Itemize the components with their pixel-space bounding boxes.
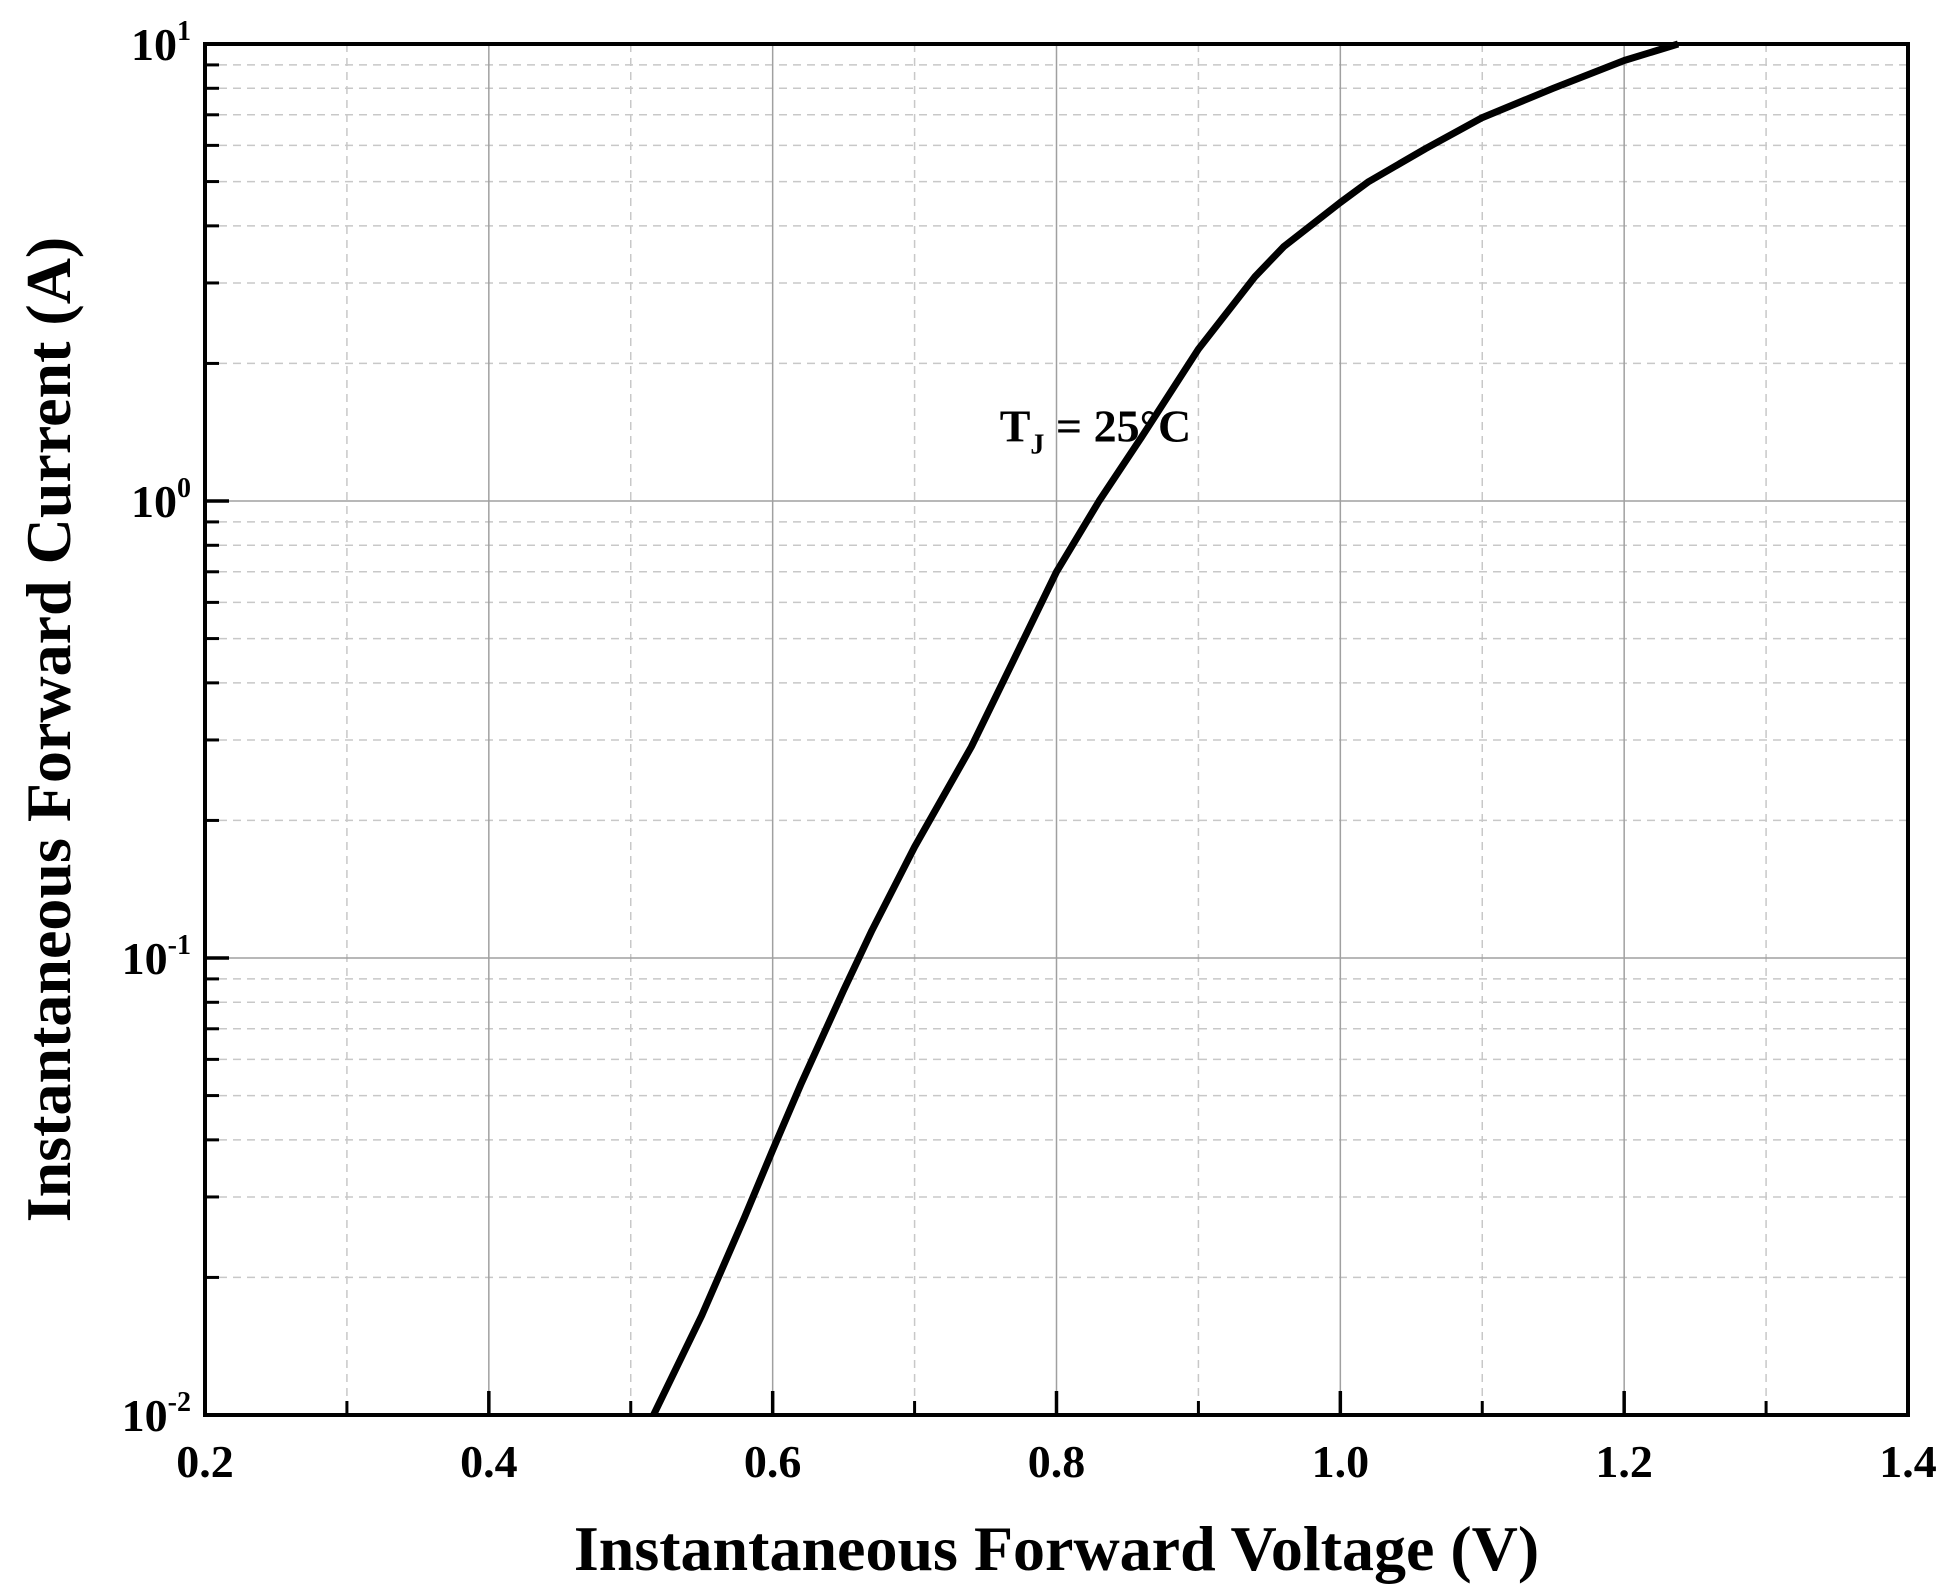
x-tick-label: 0.4 <box>460 1436 518 1487</box>
major-grid <box>205 44 1908 1415</box>
y-tick-exponent: -1 <box>168 930 191 961</box>
x-tick-label: 1.2 <box>1595 1436 1653 1487</box>
y-tick-base: 10 <box>131 476 177 527</box>
x-tick-label: 0.6 <box>744 1436 802 1487</box>
axis-ticks <box>203 42 1910 1417</box>
y-tick-label: 10-2 <box>122 1387 191 1441</box>
y-tick-label: 101 <box>131 16 191 70</box>
x-tick-label: 0.8 <box>1028 1436 1086 1487</box>
x-tick-label: 1.0 <box>1312 1436 1370 1487</box>
x-axis-title: Instantaneous Forward Voltage (V) <box>574 1513 1539 1584</box>
annotation-subscript: J <box>1030 429 1044 460</box>
x-tick-labels: 0.2 0.4 0.6 0.8 1.0 1.2 1.4 <box>176 1436 1937 1487</box>
minor-x-grid <box>346 44 1767 1415</box>
y-axis-title: Instantaneous Forward Current (A) <box>13 237 84 1222</box>
y-tick-exponent: -2 <box>168 1387 191 1418</box>
x-tick-label: 1.4 <box>1879 1436 1937 1487</box>
y-tick-label: 10-1 <box>122 930 191 984</box>
forward-current-curve <box>650 40 1680 1417</box>
y-tick-base: 10 <box>122 1390 168 1441</box>
x-tick-label: 0.2 <box>176 1436 234 1487</box>
y-tick-exponent: 0 <box>177 473 191 504</box>
series-layer <box>650 40 1680 1417</box>
y-tick-exponent: 1 <box>177 16 191 47</box>
y-tick-label: 100 <box>131 473 191 527</box>
y-tick-base: 10 <box>122 933 168 984</box>
annotation-suffix: = 25°C <box>1044 400 1191 451</box>
y-tick-base: 10 <box>131 19 177 70</box>
annotation-main: T <box>1000 400 1031 451</box>
temperature-annotation: TJ = 25°C <box>1000 400 1192 460</box>
